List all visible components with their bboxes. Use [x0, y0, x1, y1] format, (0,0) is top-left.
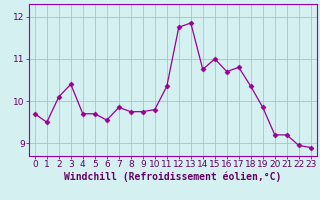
X-axis label: Windchill (Refroidissement éolien,°C): Windchill (Refroidissement éolien,°C): [64, 172, 282, 182]
